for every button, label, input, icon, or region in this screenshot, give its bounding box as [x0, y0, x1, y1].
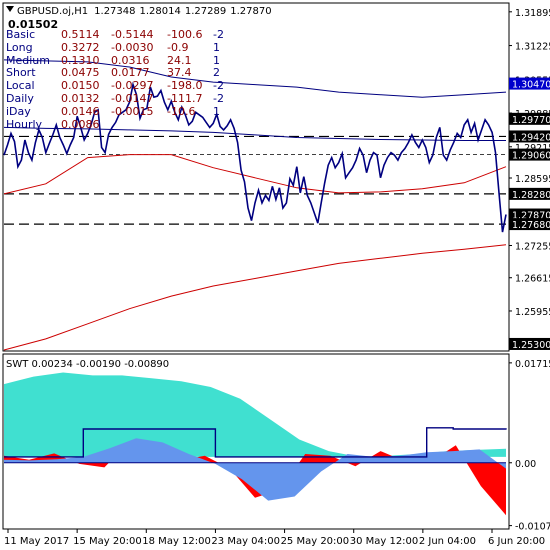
y-tick-label: 1.31895	[515, 8, 550, 19]
info-v1: 0.0132	[61, 92, 100, 105]
y-tick-label: 1.26615	[515, 274, 550, 285]
info-v3: -0.9	[167, 40, 189, 54]
swt-teal-area	[4, 372, 506, 457]
info-v2: -0.5144	[111, 28, 154, 41]
info-v1: 0.1310	[61, 53, 100, 67]
price-marker-box	[509, 112, 550, 125]
info-v3: 37.4	[167, 66, 192, 80]
info-v3: 24.1	[167, 53, 192, 67]
y-tick-label: 1.31225	[515, 42, 550, 53]
x-tick-label: 15 May 20:00	[73, 536, 142, 547]
price-marker-box	[509, 187, 550, 200]
x-tick-label: 23 May 04:00	[211, 536, 280, 547]
y-tick-label: 1.25955	[515, 307, 550, 318]
main-plot-frame	[2, 2, 510, 352]
info-v3: -111.7	[167, 92, 203, 105]
info-v3: -198.0	[167, 79, 203, 93]
collapse-triangle-icon[interactable]	[6, 6, 14, 12]
price-marker-label: 1.25300	[512, 340, 550, 351]
x-tick-label: 11 May 2017	[4, 536, 69, 547]
info-v4: 2	[213, 66, 220, 80]
info-v4: 1	[213, 53, 220, 67]
price-marker-label: 1.30470	[512, 80, 550, 91]
info-v1: 0.3272	[61, 40, 100, 54]
info-v1: 0.5114	[61, 28, 100, 41]
price-marker-label: 1.29420	[512, 132, 550, 143]
info-name: Medium	[6, 53, 50, 67]
price-marker-label: 1.29770	[512, 115, 550, 126]
x-tick-label: 18 May 12:00	[142, 536, 211, 547]
swt-y-tick-label: 0.00	[515, 459, 536, 470]
price-marker-box	[509, 148, 550, 161]
channel-top-line	[3, 59, 507, 98]
chart-header: GBPUSD.oj,H1 1.27348 1.28014 1.27289 1.27870	[17, 6, 272, 17]
info-v3: -10.6	[167, 104, 196, 118]
price-marker-box	[509, 77, 550, 90]
info-v1: 0.0086	[61, 117, 100, 131]
price-marker-layer: 1.30470 1.29770 1.29420 1.29060 1.28280 1.278…	[509, 77, 550, 351]
info-v2: -0.0030	[111, 40, 154, 54]
info-name: Short	[6, 66, 36, 80]
x-tick-label: 6 Jun 20:00	[488, 536, 545, 547]
info-v3: -100.6	[167, 28, 203, 41]
info-v1: 0.0475	[61, 66, 100, 80]
info-v1: 0.0150	[61, 79, 100, 93]
price-marker-box	[509, 130, 550, 143]
info-v2: -0.0147	[111, 92, 154, 105]
swt-title: SWT 0.00234 -0.00190 -0.00890	[6, 359, 169, 370]
info-v1: 0.0146	[61, 104, 100, 118]
info-v2: -0.0015	[111, 104, 154, 118]
red-trend-line	[3, 244, 507, 351]
y-tick-label: 1.27255	[515, 241, 550, 252]
info-v4: -2	[213, 28, 224, 41]
x-tick-label: 2 Jun 04:00	[419, 536, 476, 547]
price-marker-label: 1.27680	[512, 220, 550, 231]
swt-blue-area	[4, 438, 506, 501]
info-v2: -0.0297	[111, 79, 154, 93]
info-v4: 1	[213, 104, 220, 118]
info-name: Local	[6, 79, 35, 93]
info-name: Basic	[6, 28, 36, 41]
swt-y-tick-label: -0.01079	[515, 522, 550, 533]
price-marker-box	[509, 208, 550, 221]
x-tick-label: 30 May 12:00	[350, 536, 419, 547]
price-marker-box	[509, 218, 550, 231]
price-marker-label: 1.27870	[512, 211, 550, 222]
info-v4: 1	[213, 40, 220, 54]
x-tick-label: 25 May 20:00	[281, 536, 350, 547]
y-tick-label: 1.28595	[515, 174, 550, 185]
info-name: Hourly	[6, 117, 43, 131]
info-name: Daily	[6, 92, 34, 105]
info-name: Long	[6, 40, 33, 54]
red-curve-line	[3, 154, 507, 195]
info-name: iDay	[6, 104, 31, 118]
info-v4: -2	[213, 92, 224, 105]
swt-step-line	[4, 427, 507, 458]
info-v4: -2	[213, 79, 224, 93]
price-marker-box	[509, 337, 550, 350]
info-v2: 0.0177	[111, 66, 150, 80]
y-tick-label: 1.29215	[515, 143, 550, 154]
info-v2: 0.0316	[111, 53, 150, 67]
main-plot-layer	[3, 59, 507, 351]
price-marker-label: 1.29060	[512, 151, 550, 162]
price-line	[3, 81, 507, 233]
swt-plot-layer	[4, 372, 507, 516]
indicator-value: 0.01502	[8, 18, 58, 31]
price-marker-label: 1.28280	[512, 190, 550, 201]
